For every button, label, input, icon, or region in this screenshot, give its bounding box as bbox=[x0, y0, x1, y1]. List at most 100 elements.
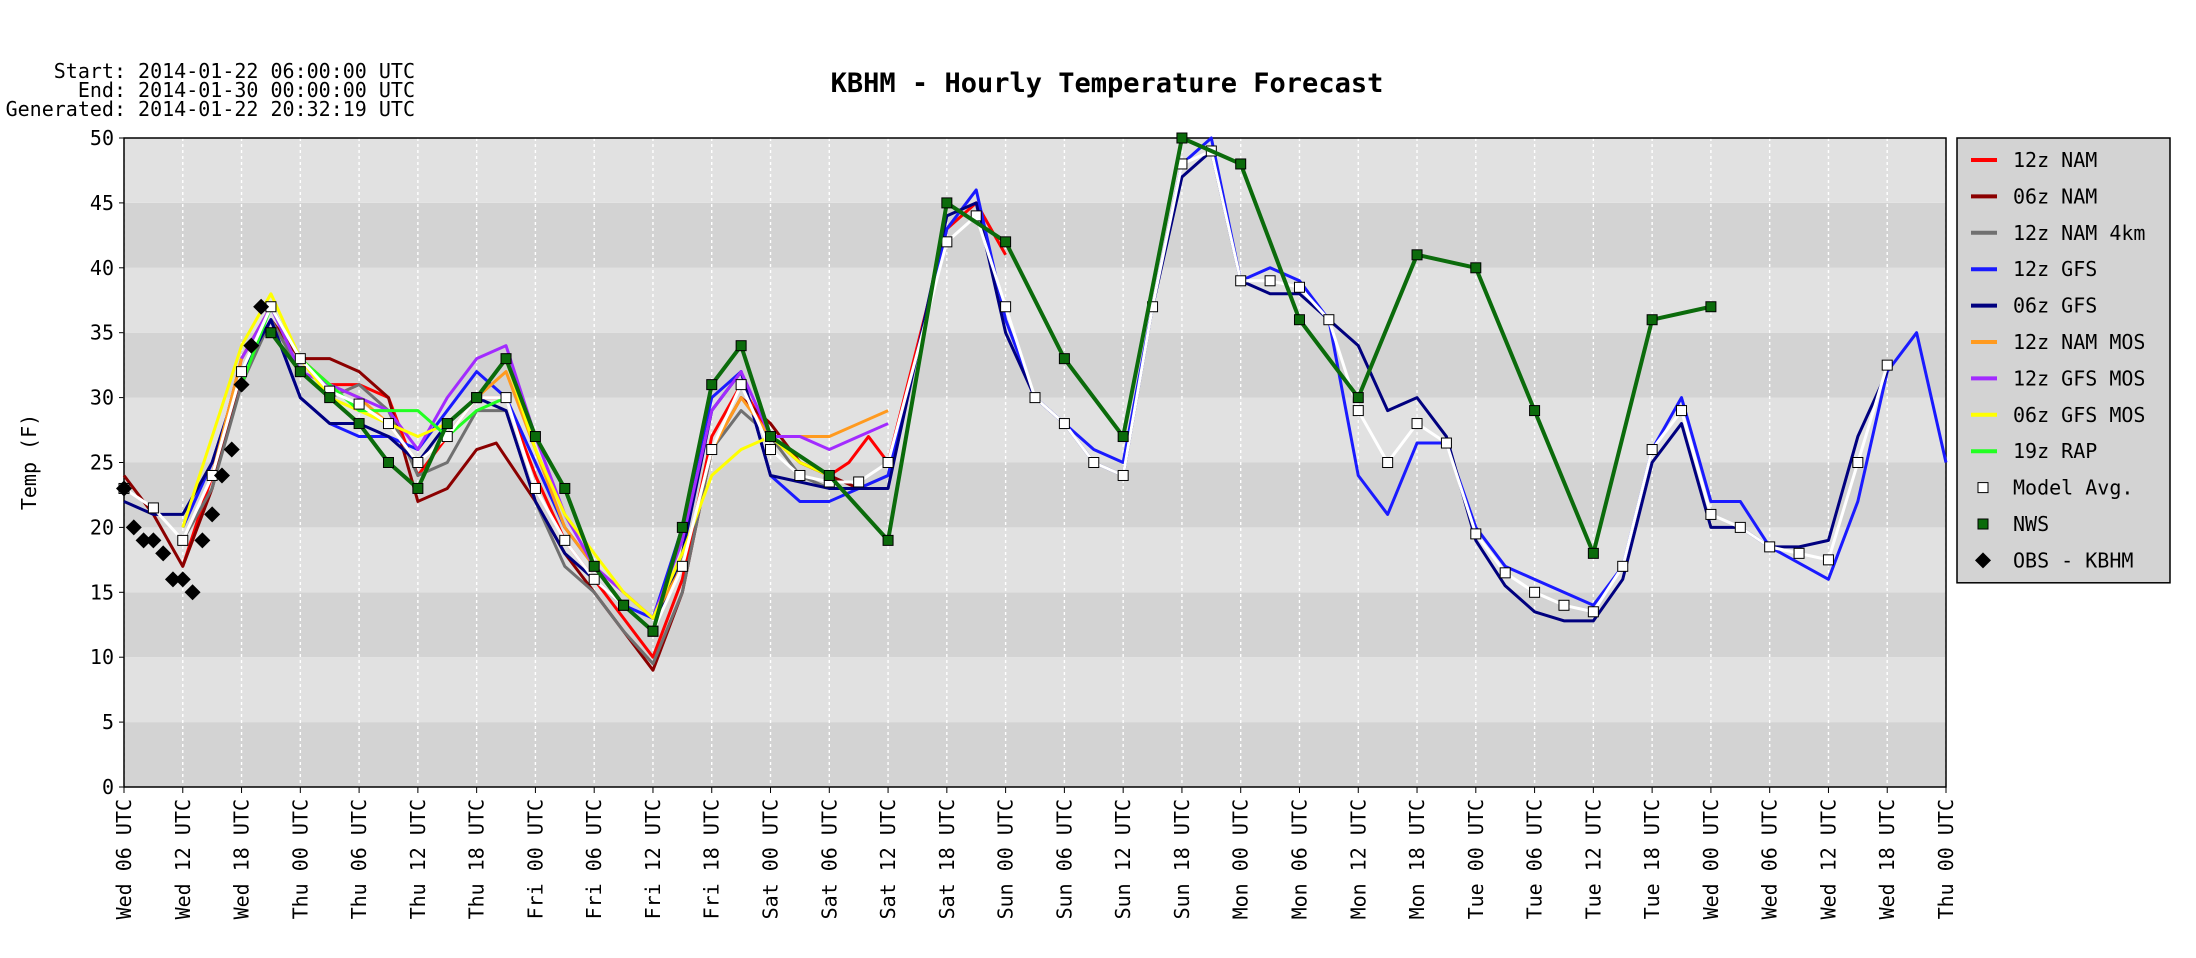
y-tick-label: 25 bbox=[90, 451, 114, 475]
point bbox=[1822, 554, 1834, 566]
point bbox=[155, 545, 172, 562]
point bbox=[588, 560, 600, 572]
y-tick-label: 0 bbox=[102, 775, 114, 799]
x-tick-label: Thu 00 UTC bbox=[1934, 799, 1958, 919]
x-tick-label: Wed 12 UTC bbox=[171, 799, 195, 919]
point bbox=[1117, 431, 1129, 443]
point bbox=[559, 482, 571, 494]
y-tick-label: 45 bbox=[90, 191, 114, 215]
series-line bbox=[123, 149, 1889, 633]
point bbox=[147, 502, 159, 514]
point bbox=[529, 482, 541, 494]
plot-band bbox=[124, 332, 1946, 398]
chart-title: KBHM - Hourly Temperature Forecast bbox=[831, 68, 1384, 99]
legend-marker bbox=[1977, 482, 1989, 494]
header-line: Generated: 2014-01-22 20:32:19 UTC bbox=[6, 97, 415, 121]
legend-box bbox=[1956, 137, 2171, 584]
y-tick-label: 35 bbox=[90, 321, 114, 345]
plot-band bbox=[124, 462, 1946, 528]
point bbox=[1176, 132, 1188, 144]
y-tick-label: 15 bbox=[90, 580, 114, 604]
point bbox=[529, 431, 541, 443]
legend-label: NWS bbox=[2013, 512, 2049, 536]
point bbox=[1117, 469, 1129, 481]
x-tick-label: Mon 00 UTC bbox=[1229, 799, 1253, 919]
point bbox=[1000, 236, 1012, 248]
point bbox=[1558, 599, 1570, 611]
point bbox=[1793, 547, 1805, 559]
point bbox=[1705, 301, 1717, 313]
plot-band bbox=[124, 722, 1946, 787]
point bbox=[233, 376, 250, 393]
point bbox=[1470, 528, 1482, 540]
legend-label: 12z NAM MOS bbox=[2013, 330, 2145, 354]
x-tick-label: Thu 06 UTC bbox=[347, 799, 371, 919]
point bbox=[382, 418, 394, 430]
legend: 12z NAM 06z NAM 12z NAM 4km 12z GFS 06z GFS 1… bbox=[1956, 137, 2171, 584]
x-tick-label: Sat 12 UTC bbox=[876, 799, 900, 919]
point bbox=[500, 392, 512, 404]
point bbox=[1734, 521, 1746, 533]
point bbox=[1676, 405, 1688, 417]
x-tick-label: Tue 18 UTC bbox=[1640, 799, 1664, 919]
plot-band bbox=[124, 592, 1946, 658]
x-tick-label: Sat 06 UTC bbox=[817, 799, 841, 919]
point bbox=[735, 379, 747, 391]
point bbox=[882, 457, 894, 468]
point bbox=[765, 431, 777, 443]
point bbox=[765, 444, 777, 456]
point bbox=[294, 366, 306, 378]
x-tick-label: Thu 12 UTC bbox=[406, 799, 430, 919]
point bbox=[324, 392, 336, 404]
legend-label: 12z GFS bbox=[2013, 257, 2097, 281]
legend-label: 12z NAM bbox=[2013, 148, 2097, 172]
point bbox=[441, 418, 453, 430]
point bbox=[145, 532, 162, 549]
point bbox=[853, 476, 865, 488]
x-tick-label: Sat 00 UTC bbox=[759, 799, 783, 919]
point bbox=[618, 599, 630, 611]
header-line: End: 2014-01-30 00:00:00 UTC bbox=[78, 78, 415, 102]
plot-band bbox=[124, 527, 1946, 593]
point bbox=[1646, 444, 1658, 456]
point bbox=[1352, 405, 1364, 417]
x-tick-label: Wed 00 UTC bbox=[1699, 799, 1723, 919]
point bbox=[1529, 586, 1541, 598]
legend-label: 06z GFS MOS bbox=[2013, 403, 2145, 427]
legend-label: Model Avg. bbox=[2013, 476, 2133, 500]
y-tick-label: 50 bbox=[90, 126, 114, 150]
point bbox=[353, 398, 365, 410]
plot-band bbox=[124, 657, 1946, 723]
point bbox=[1323, 314, 1335, 326]
point bbox=[184, 584, 201, 601]
point bbox=[353, 418, 365, 430]
legend-label: 12z GFS MOS bbox=[2013, 366, 2145, 390]
point bbox=[1440, 437, 1452, 449]
point bbox=[1617, 560, 1629, 572]
point bbox=[588, 573, 600, 585]
point bbox=[174, 571, 191, 588]
x-tick-label: Wed 18 UTC bbox=[1875, 799, 1899, 919]
legend-label: OBS - KBHM bbox=[2013, 548, 2133, 572]
point bbox=[735, 340, 747, 352]
point bbox=[500, 353, 512, 365]
point bbox=[1058, 418, 1070, 430]
point bbox=[1293, 281, 1305, 293]
x-tick-label: Tue 00 UTC bbox=[1464, 799, 1488, 919]
y-tick-label: 30 bbox=[90, 386, 114, 410]
point bbox=[1646, 314, 1658, 326]
point bbox=[676, 560, 688, 572]
point bbox=[559, 534, 571, 546]
legend-label: 06z GFS bbox=[2013, 294, 2097, 318]
legend-label: 12z NAM 4km bbox=[2013, 221, 2145, 245]
point bbox=[1881, 359, 1893, 371]
point bbox=[706, 379, 718, 391]
x-tick-label: Fri 06 UTC bbox=[582, 799, 606, 919]
point bbox=[1587, 547, 1599, 559]
point bbox=[706, 444, 718, 456]
x-tick-label: Sat 18 UTC bbox=[935, 799, 959, 919]
series-line bbox=[269, 136, 1712, 634]
point bbox=[676, 521, 688, 533]
point bbox=[1293, 314, 1305, 326]
